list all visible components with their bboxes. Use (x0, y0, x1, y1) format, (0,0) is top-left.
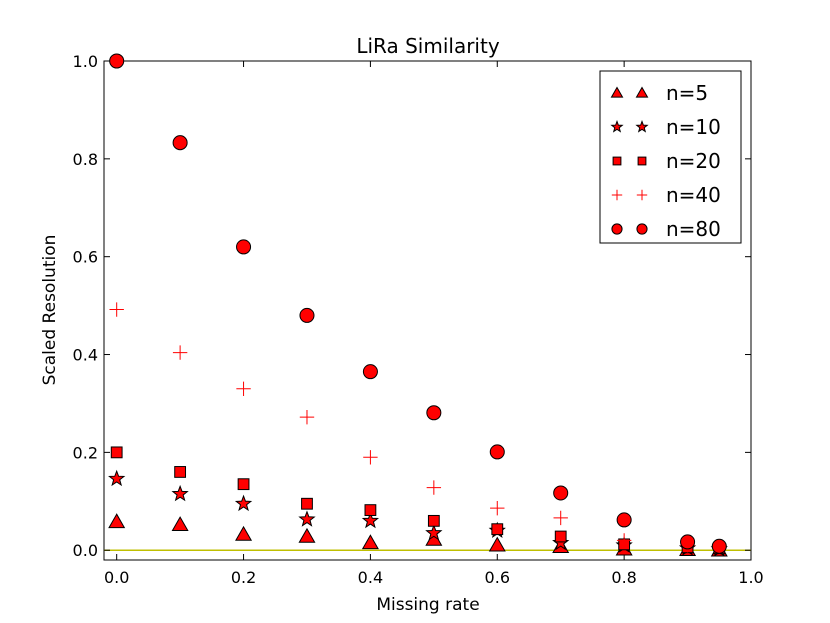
data-point-star (108, 469, 126, 487)
data-point-square (110, 446, 123, 459)
legend-label: n=80 (666, 217, 721, 241)
legend-marker-circle (636, 223, 648, 235)
data-point-star (234, 494, 253, 512)
y-tick-label: 0.2 (73, 443, 98, 462)
legend-label: n=40 (666, 183, 721, 207)
data-point-square (301, 497, 313, 510)
data-point-plus (236, 381, 251, 396)
legend-marker-plus (636, 189, 648, 201)
data-point-plus (363, 450, 378, 465)
y-tick-label: 0.4 (73, 346, 98, 365)
y-axis-label: Scaled Resolution (40, 235, 60, 386)
x-tick-label: 0.4 (358, 568, 383, 587)
data-points (108, 53, 728, 557)
data-point-triangle (235, 525, 253, 541)
data-point-circle (711, 538, 727, 554)
x-tick-label: 0.6 (485, 568, 510, 587)
y-tick-label: 0.6 (73, 248, 98, 267)
data-point-plus (426, 480, 442, 495)
legend-marker-square (637, 156, 647, 166)
data-point-triangle (108, 513, 126, 529)
data-point-star (425, 524, 443, 541)
data-point-square (237, 478, 250, 491)
data-point-plus (172, 345, 188, 360)
data-point-square (427, 514, 440, 527)
data-point-circle (426, 405, 442, 421)
x-axis-label: Missing rate (376, 595, 479, 615)
data-point-plus (299, 409, 315, 425)
x-tick-label: 0.8 (611, 568, 636, 587)
legend-marker-circle (611, 223, 623, 235)
data-point-square (491, 523, 504, 536)
data-point-circle (236, 239, 252, 255)
legend-label: n=5 (666, 81, 708, 105)
data-point-plus (616, 533, 632, 548)
legend-marker-triangle (635, 86, 649, 98)
legend: n=5 n=10 n=20 n=40 n=80 (599, 70, 742, 244)
data-point-circle (109, 53, 125, 69)
data-point-circle (489, 444, 505, 460)
legend-label: n=10 (666, 115, 721, 139)
legend-marker-star (610, 120, 624, 133)
y-tick-label: 0.0 (73, 541, 98, 560)
data-point-circle (172, 135, 188, 151)
data-point-plus (490, 500, 505, 516)
legend-marker-square (612, 156, 622, 166)
data-point-circle (362, 364, 378, 380)
data-point-square (174, 466, 187, 478)
data-point-star (298, 510, 316, 527)
data-point-triangle (361, 534, 379, 550)
legend-marker-triangle (610, 86, 624, 98)
legend-marker-plus (611, 189, 623, 201)
axis-ticks: 0.0 0.2 0.4 0.6 0.8 1.0 0.0 0.2 0.4 0.6 0.8 1.0 (73, 52, 764, 587)
data-point-star (171, 484, 189, 502)
data-point-plus (109, 302, 124, 317)
data-point-triangle (488, 536, 506, 552)
x-tick-label: 1.0 (738, 568, 763, 587)
data-point-square (554, 530, 567, 543)
data-point-triangle (298, 527, 316, 543)
legend-label: n=20 (666, 149, 721, 173)
legend-marker-star (635, 120, 649, 133)
x-tick-label: 0.2 (231, 568, 256, 587)
data-point-circle (680, 534, 696, 550)
y-tick-label: 1.0 (73, 52, 98, 71)
legend-box (599, 70, 742, 244)
data-point-circle (616, 512, 632, 528)
data-point-plus (553, 510, 568, 526)
data-point-triangle (171, 516, 189, 532)
chart-title: LiRa Similarity (356, 34, 499, 58)
data-point-square (364, 504, 377, 517)
data-point-star (361, 511, 380, 529)
data-point-circle (553, 485, 569, 501)
series-n-80 (109, 53, 727, 554)
x-tick-label: 0.0 (104, 568, 129, 587)
y-tick-label: 0.8 (73, 150, 98, 169)
data-point-circle (299, 307, 315, 323)
